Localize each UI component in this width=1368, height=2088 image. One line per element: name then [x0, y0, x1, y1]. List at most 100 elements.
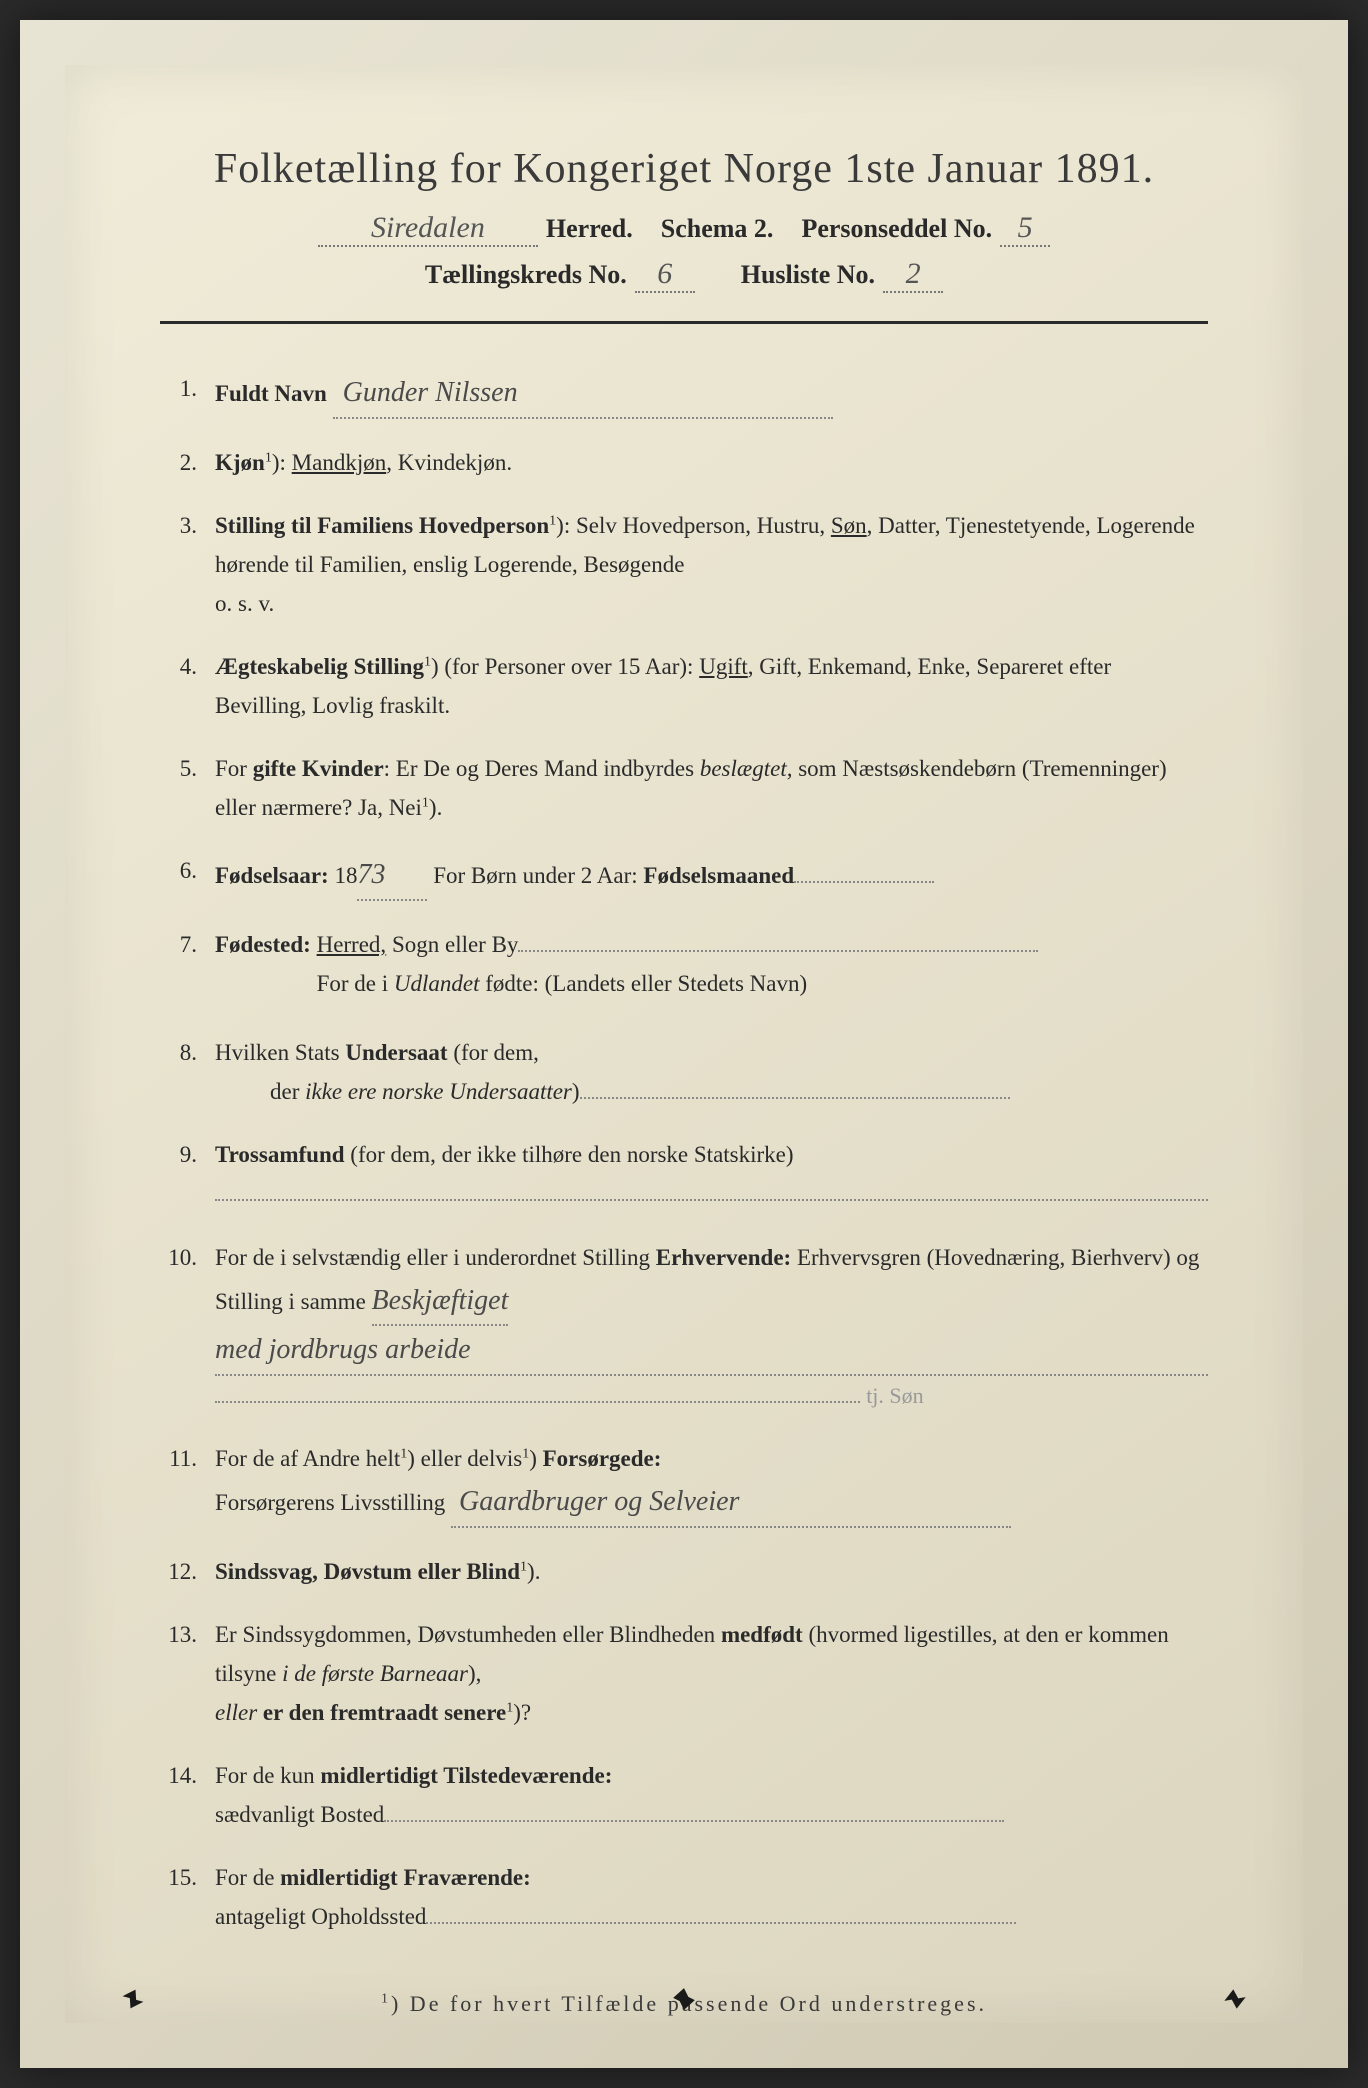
sup: 1: [424, 654, 431, 669]
form-items: 1. Fuldt Navn Gunder Nilssen 2. Kjøn1): …: [160, 369, 1208, 1936]
q9-bold: Trossamfund: [215, 1142, 345, 1167]
item-1: 1. Fuldt Navn Gunder Nilssen: [160, 369, 1208, 419]
q9-text: (for dem, der ikke tilhøre den norske St…: [345, 1142, 794, 1167]
q5-bold: gifte Kvinder: [253, 756, 384, 781]
footnote-sup: 1: [381, 1992, 391, 2007]
item-3: 3. Stilling til Familiens Hovedperson1):…: [160, 506, 1208, 623]
form-title: Folketælling for Kongeriget Norge 1ste J…: [160, 145, 1208, 193]
husliste-label: Husliste No.: [741, 260, 875, 290]
item-body: Fødested: Herred, Sogn eller By Fødested…: [215, 925, 1208, 1003]
q6-label: Fødselsaar:: [215, 863, 329, 888]
q8-text2: (for dem,: [448, 1040, 539, 1065]
q13-text1: Er Sindssygdommen, Døvstumheden eller Bl…: [215, 1622, 721, 1647]
q13-bold2: er den fremtraadt senere: [263, 1700, 506, 1725]
document-paper: Folketælling for Kongeriget Norge 1ste J…: [65, 65, 1303, 2023]
q3-label: Stilling til Familiens Hovedperson: [215, 513, 549, 538]
binding-hole-icon: [120, 1986, 146, 2012]
q4-ugift: Ugift: [699, 654, 748, 679]
q11-text4: Forsørgerens Livsstilling: [215, 1490, 445, 1515]
q5-text4: ).: [429, 795, 442, 820]
q13-ital1: i de første Barneaar: [282, 1661, 468, 1686]
personseddel-label: Personseddel No.: [801, 214, 992, 244]
header-row-2: Tællingskreds No. 6 Husliste No. 2: [160, 257, 1208, 293]
q13-ital2: eller: [215, 1700, 257, 1725]
q5-text2: : Er De og Deres Mand indbyrdes: [384, 756, 700, 781]
q9-blank: [215, 1199, 1208, 1201]
header-row-1: Siredalen Herred. Schema 2. Personseddel…: [160, 211, 1208, 247]
q6-text2: For Børn under 2 Aar:: [427, 863, 643, 888]
form-header: Folketælling for Kongeriget Norge 1ste J…: [160, 145, 1208, 293]
q10-blank: [215, 1401, 860, 1403]
q10-bold: Erhvervende:: [656, 1245, 791, 1270]
item-number: 5.: [160, 749, 215, 827]
item-number: 7.: [160, 925, 215, 1003]
kreds-no: 6: [635, 257, 695, 293]
q8-text1: Hvilken Stats: [215, 1040, 345, 1065]
q6-prefix: 18: [329, 863, 358, 888]
item-body: Stilling til Familiens Hovedperson1): Se…: [215, 506, 1208, 623]
q11-bold: Forsørgede:: [543, 1446, 662, 1471]
herred-label: Herred.: [546, 214, 633, 244]
q7-blank: [518, 950, 1038, 952]
q15-text2: antageligt Opholdssted: [215, 1904, 426, 1929]
item-body: Hvilken Stats Undersaat (for dem, der ik…: [215, 1033, 1208, 1111]
q11-text2: ) eller delvis: [407, 1446, 522, 1471]
q10-hw1: Beskjæftiget: [372, 1277, 509, 1327]
item-body: Sindssvag, Døvstum eller Blind1).: [215, 1552, 1208, 1591]
q13-bold1: medfødt: [721, 1622, 803, 1647]
q10-hw2: med jordbrugs arbeide: [215, 1326, 1208, 1376]
q15-text1: For de: [215, 1865, 280, 1890]
herred-handwritten: Siredalen: [318, 211, 538, 247]
header-divider: [160, 321, 1208, 324]
scan-page: Folketælling for Kongeriget Norge 1ste J…: [20, 20, 1348, 2068]
q4-label: Ægteskabelig Stilling: [215, 654, 424, 679]
q14-text2: sædvanligt Bosted: [215, 1802, 384, 1827]
item-body: For de i selvstændig eller i underordnet…: [215, 1238, 1208, 1415]
item-number: 1.: [160, 369, 215, 419]
q2-kvindekjon: Kvindekjøn.: [398, 450, 512, 475]
q6-year-hw: 73: [357, 851, 427, 901]
item-12: 12. Sindssvag, Døvstum eller Blind1).: [160, 1552, 1208, 1591]
q11-text1: For de af Andre helt: [215, 1446, 400, 1471]
sup: 1: [265, 450, 272, 465]
item-number: 12.: [160, 1552, 215, 1591]
personseddel-no: 5: [1000, 211, 1050, 247]
item-number: 9.: [160, 1135, 215, 1213]
item-body: For de midlertidigt Fraværende: antageli…: [215, 1858, 1208, 1936]
q14-blank: [384, 1820, 1004, 1822]
q2-mandkjon: Mandkjøn: [292, 450, 387, 475]
q15-blank: [426, 1922, 1016, 1924]
item-number: 4.: [160, 647, 215, 725]
q5-text1: For: [215, 756, 253, 781]
item-number: 10.: [160, 1238, 215, 1415]
sup: 1: [520, 1559, 527, 1574]
item-number: 11.: [160, 1439, 215, 1528]
q8-text3: der: [270, 1079, 305, 1104]
q8-blank: [580, 1097, 1010, 1099]
item-body: Ægteskabelig Stilling1) (for Personer ov…: [215, 647, 1208, 725]
item-13: 13. Er Sindssygdommen, Døvstumheden elle…: [160, 1615, 1208, 1732]
q14-text1: For de kun: [215, 1763, 320, 1788]
q13-text5: )?: [513, 1700, 531, 1725]
q11-text3: ): [529, 1446, 542, 1471]
binding-hole-icon: [671, 1986, 697, 2012]
q1-label: Fuldt Navn: [215, 381, 327, 406]
q15-bold: midlertidigt Fraværende:: [280, 1865, 531, 1890]
q4-text1: ) (for Personer over 15 Aar):: [431, 654, 699, 679]
q5-ital: beslægtet,: [700, 756, 793, 781]
item-11: 11. For de af Andre helt1) eller delvis1…: [160, 1439, 1208, 1528]
q7-label: Fødested:: [215, 932, 311, 957]
item-number: 8.: [160, 1033, 215, 1111]
item-body: For gifte Kvinder: Er De og Deres Mand i…: [215, 749, 1208, 827]
item-body: For de kun midlertidigt Tilstedeværende:…: [215, 1756, 1208, 1834]
q7-ital: Udlandet: [394, 971, 480, 996]
kreds-label: Tællingskreds No.: [425, 260, 627, 290]
q12-bold: Sindssvag, Døvstum eller Blind: [215, 1559, 520, 1584]
q12-text: ).: [527, 1559, 540, 1584]
q8-ital: ikke ere norske Undersaatter: [305, 1079, 572, 1104]
item-number: 14.: [160, 1756, 215, 1834]
q13-text3: ),: [468, 1661, 481, 1686]
q1-handwritten: Gunder Nilssen: [333, 369, 833, 419]
q10-faded: tj. Søn: [866, 1383, 923, 1408]
q10-text1: For de i selvstændig eller i underordnet…: [215, 1245, 656, 1270]
